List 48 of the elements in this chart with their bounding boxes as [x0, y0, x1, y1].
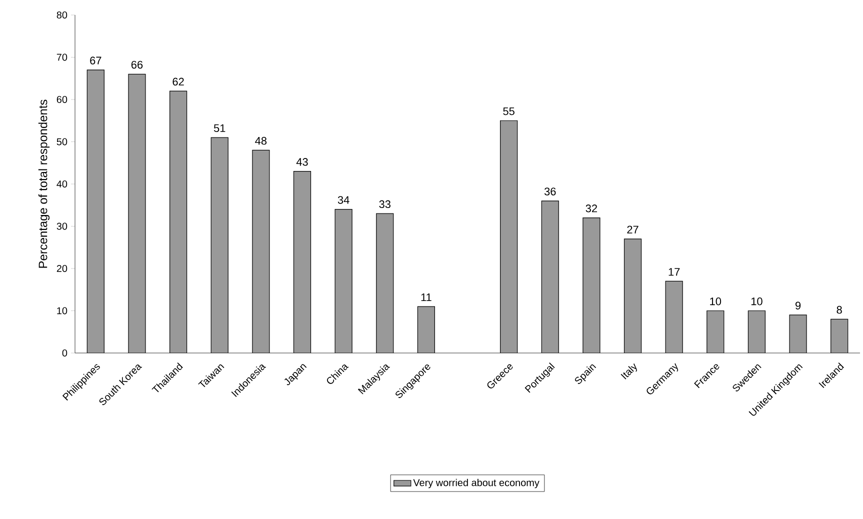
y-tick-label: 50 [56, 138, 68, 146]
bar [418, 306, 435, 353]
data-label: 36 [544, 188, 556, 196]
y-tick-label: 80 [56, 11, 68, 19]
data-label: 62 [172, 78, 184, 86]
data-label: 55 [503, 107, 514, 116]
bar [830, 318, 848, 353]
data-label: 17 [668, 268, 680, 276]
bar [706, 310, 724, 353]
bar [542, 200, 559, 353]
data-label: 43 [296, 158, 308, 166]
data-label: 8 [836, 306, 842, 314]
data-label: 48 [255, 136, 267, 145]
y-tick-label: 10 [57, 307, 68, 314]
bar [87, 70, 104, 353]
y-tick-label: 60 [56, 96, 68, 104]
data-label: 67 [90, 56, 102, 64]
y-axis-title: Percentage of total respondents [38, 100, 50, 268]
y-tick-label: 40 [56, 180, 68, 188]
bar [666, 281, 683, 353]
data-label: 10 [751, 297, 762, 306]
bar [624, 238, 642, 353]
bar [211, 138, 228, 353]
bar [170, 91, 187, 353]
data-label: 34 [338, 196, 350, 204]
data-label: 9 [796, 302, 801, 310]
bar [790, 314, 807, 353]
bar [335, 209, 352, 353]
y-tick-label: 70 [56, 54, 68, 61]
data-label: 33 [379, 200, 390, 208]
bar [128, 74, 146, 353]
data-label: 32 [586, 204, 597, 212]
data-label: 66 [131, 60, 143, 69]
x-tick-label: Italy [620, 363, 637, 380]
data-label: 10 [710, 297, 722, 306]
bar [252, 150, 270, 353]
legend-label: Very worried about economy [413, 478, 540, 488]
bar [294, 171, 311, 353]
data-label: 51 [214, 124, 226, 132]
bar [500, 120, 518, 353]
y-tick-label: 30 [56, 222, 68, 230]
y-tick-label: 20 [56, 264, 68, 272]
bar [582, 218, 600, 353]
y-tick-label: 0 [62, 349, 68, 357]
bar [748, 310, 766, 353]
data-label: 27 [627, 226, 638, 234]
data-label: 11 [421, 293, 432, 302]
bar [376, 214, 394, 353]
